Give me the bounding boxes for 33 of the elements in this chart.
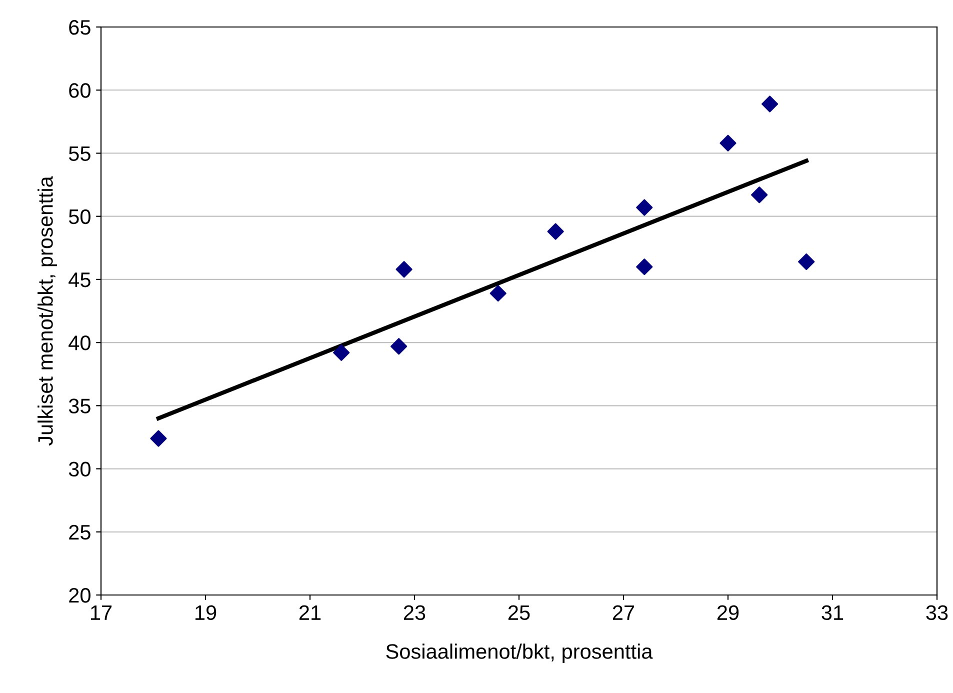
x-tick-label: 29: [717, 605, 739, 620]
x-tick-label: 17: [91, 605, 112, 620]
x-tick-label: 23: [404, 605, 426, 620]
y-tick-label: 55: [68, 146, 90, 161]
x-tick-label: 19: [196, 605, 216, 620]
point: [547, 223, 564, 240]
point: [636, 199, 653, 216]
y-tick-label: 20: [69, 588, 90, 603]
y-axis-title: Julkiset menot/bkt, prosenttia: [38, 176, 57, 446]
y-tick-label: 30: [68, 462, 90, 477]
point: [333, 344, 350, 361]
x-tick-label: 31: [822, 605, 844, 620]
point: [396, 261, 412, 278]
y-tick-label: 35: [68, 398, 90, 414]
point: [798, 253, 815, 270]
point: [390, 338, 408, 355]
point: [751, 186, 768, 204]
y-tick-label: 60: [69, 83, 90, 98]
y-tick-label: 25: [69, 524, 90, 540]
x-tick-label: 21: [299, 605, 321, 620]
x-tick-label: 33: [926, 605, 948, 620]
y-tick-label: 40: [68, 336, 90, 350]
point: [490, 285, 506, 302]
point: [720, 134, 736, 152]
y-tick-label: 50: [68, 209, 90, 224]
x-tick-label: 25: [508, 605, 530, 620]
point: [636, 258, 653, 276]
x-axis-title: Sosiaalimenot/bkt, prosenttia: [386, 644, 653, 664]
point: [762, 96, 778, 112]
y-tick-label: 65: [69, 20, 90, 35]
x-tick-label: 27: [612, 605, 634, 620]
y-tick-label: 45: [68, 272, 90, 288]
point: [150, 430, 167, 447]
